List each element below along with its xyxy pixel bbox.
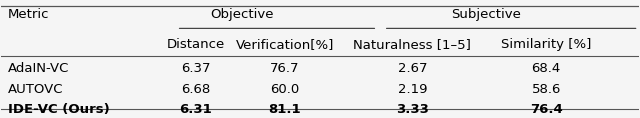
Text: AUTOVC: AUTOVC <box>8 82 63 96</box>
Text: 58.6: 58.6 <box>532 82 561 96</box>
Text: Distance: Distance <box>166 38 225 51</box>
Text: 2.67: 2.67 <box>397 62 427 75</box>
Text: 60.0: 60.0 <box>270 82 300 96</box>
Text: Subjective: Subjective <box>451 8 520 21</box>
Text: 2.19: 2.19 <box>397 82 427 96</box>
Text: Metric: Metric <box>8 8 49 21</box>
Text: Similarity [%]: Similarity [%] <box>501 38 591 51</box>
Text: 6.31: 6.31 <box>179 103 212 116</box>
Text: 76.7: 76.7 <box>270 62 300 75</box>
Text: Naturalness [1–5]: Naturalness [1–5] <box>353 38 471 51</box>
Text: 76.4: 76.4 <box>530 103 563 116</box>
Text: 6.37: 6.37 <box>181 62 211 75</box>
Text: 81.1: 81.1 <box>269 103 301 116</box>
Text: 6.68: 6.68 <box>181 82 211 96</box>
Text: Verification[%]: Verification[%] <box>236 38 334 51</box>
Text: 68.4: 68.4 <box>532 62 561 75</box>
Text: IDE-VC (Ours): IDE-VC (Ours) <box>8 103 109 116</box>
Text: AdaIN-VC: AdaIN-VC <box>8 62 69 75</box>
Text: Objective: Objective <box>210 8 274 21</box>
Text: 3.33: 3.33 <box>396 103 429 116</box>
